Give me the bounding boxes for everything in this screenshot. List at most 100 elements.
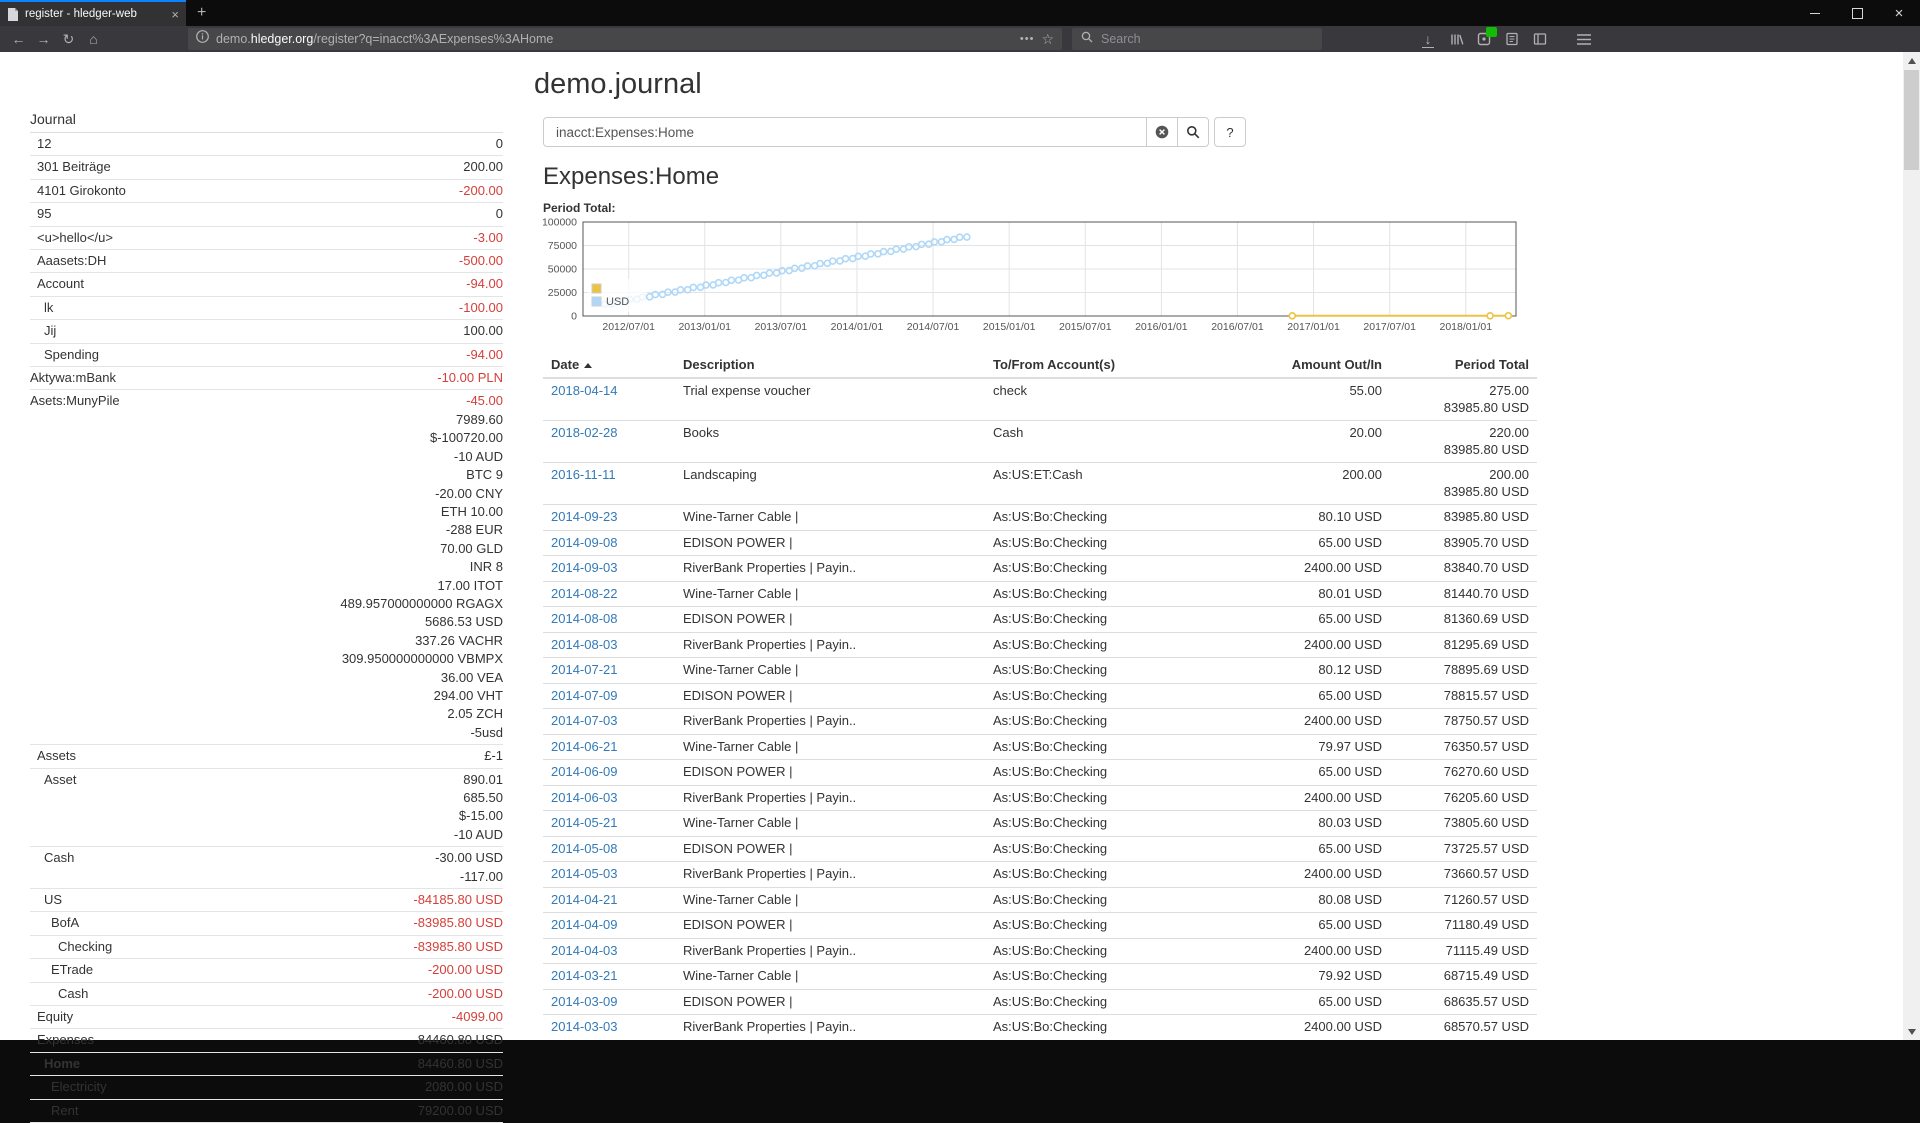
sidebar-account-link[interactable]: Equity (37, 1009, 74, 1025)
register-body: 2018-04-14 Trial expense voucher check 55.0… (543, 377, 1537, 1040)
description-cell: EDISON POWER | (675, 529, 985, 556)
date-link[interactable]: 2014-04-03 (551, 942, 618, 958)
account-balances: -3.00 (473, 229, 503, 247)
balance-amount: -200.00 USD (427, 985, 503, 1001)
date-link[interactable]: 2014-09-08 (551, 534, 618, 550)
date-link[interactable]: 2014-08-03 (551, 636, 618, 652)
help-button[interactable]: ? (1214, 117, 1246, 147)
sidebar-account-link[interactable]: lk (44, 299, 54, 315)
forward-button[interactable]: → (36, 31, 51, 47)
page-scrollbar[interactable] (1903, 52, 1920, 1040)
url-bar[interactable]: demo.hledger.org/register?q=inacct%3AExp… (188, 28, 1062, 50)
sidebar-account-link[interactable]: Spending (44, 346, 99, 362)
scrollbar-thumb[interactable] (1904, 70, 1919, 170)
date-cell: 2014-07-03 (543, 708, 675, 734)
new-tab-button[interactable]: + (197, 4, 207, 21)
window-close-button[interactable]: × (1894, 4, 1904, 22)
query-input[interactable] (543, 117, 1147, 147)
tab-title: register - hledger-web (25, 8, 137, 20)
date-link[interactable]: 2014-05-08 (551, 840, 618, 856)
date-link[interactable]: 2014-08-22 (551, 585, 618, 601)
date-link[interactable]: 2014-05-03 (551, 866, 618, 881)
date-link[interactable]: 2016-11-11 (551, 467, 616, 482)
sidebar-account-link[interactable]: Rent (51, 1102, 79, 1118)
sidebar-account-row: Home 84460.80 USD (30, 1053, 503, 1077)
date-link[interactable]: 2014-03-03 (551, 1019, 618, 1034)
page-actions-icon[interactable]: ••• (1019, 33, 1035, 45)
clear-query-button[interactable] (1146, 117, 1178, 147)
date-link[interactable]: 2014-07-21 (551, 662, 618, 677)
register-row: 2014-05-03 RiverBank Properties | Payin..… (543, 861, 1537, 887)
date-link[interactable]: 2014-04-09 (551, 917, 618, 932)
search-icon (1081, 30, 1093, 48)
sidebar-journal-link[interactable]: Journal (30, 108, 503, 133)
description-cell: EDISON POWER | (675, 759, 985, 785)
home-button[interactable]: ⌂ (89, 31, 98, 47)
date-link[interactable]: 2014-07-09 (551, 687, 618, 703)
svg-text:2014/01/01: 2014/01/01 (831, 321, 884, 333)
sidebar-account-link[interactable]: Jij (44, 323, 57, 339)
date-link[interactable]: 2018-04-14 (551, 383, 618, 398)
period-total-line: 81360.69 USD (1443, 611, 1529, 626)
download-icon[interactable]: ↓ (1418, 29, 1438, 49)
sidebar-account-link[interactable]: <u>hello</u> (37, 229, 113, 245)
site-info-icon[interactable] (196, 30, 209, 48)
sidebar-account-link[interactable]: Checking (58, 938, 113, 954)
sidebar-account-link[interactable]: Asets:MunyPile (30, 393, 120, 409)
reader-mode-icon[interactable] (1502, 29, 1522, 49)
library-icon[interactable] (1446, 29, 1466, 49)
sidebar-toggle-icon[interactable] (1530, 29, 1550, 49)
date-link[interactable]: 2014-08-08 (551, 611, 618, 626)
window-maximize-button[interactable] (1836, 0, 1878, 26)
date-link[interactable]: 2014-07-03 (551, 713, 618, 728)
amount-cell: 80.08 USD (1250, 886, 1390, 913)
sidebar-account-link[interactable]: US (44, 892, 63, 908)
account-balances: -200.00 USD (428, 985, 503, 1003)
date-link[interactable]: 2014-04-21 (551, 891, 618, 907)
sidebar-account-link[interactable]: Aaasets:DH (37, 253, 107, 269)
scrollbar-up-arrow[interactable] (1903, 52, 1920, 69)
date-link[interactable]: 2014-09-23 (551, 509, 618, 524)
sidebar-account-link[interactable]: Account (37, 276, 84, 292)
balance-amount: 489.957000000000 RGAGX (340, 595, 503, 611)
date-link[interactable]: 2014-05-21 (551, 815, 618, 830)
date-link[interactable]: 2014-03-21 (551, 968, 618, 983)
sidebar-account-link[interactable]: Assets (37, 748, 77, 764)
sidebar-account-link[interactable]: 95 (37, 206, 52, 222)
sidebar-account-link[interactable]: 12 (37, 136, 52, 151)
sidebar-account-link[interactable]: ETrade (51, 962, 94, 978)
sidebar-account-link[interactable]: Asset (44, 771, 77, 787)
browser-search-bar[interactable]: Search (1072, 28, 1322, 50)
date-link[interactable]: 2014-09-03 (551, 560, 618, 575)
tab-close-icon[interactable]: × (171, 6, 179, 22)
date-link[interactable]: 2014-06-03 (551, 789, 618, 805)
scrollbar-down-arrow[interactable] (1903, 1023, 1920, 1040)
sidebar-account-link[interactable]: Cash (44, 850, 75, 866)
reload-button[interactable]: ↻ (62, 30, 75, 47)
search-button[interactable] (1177, 117, 1209, 147)
balance-amount: -30.00 USD (435, 850, 503, 866)
extension-icon[interactable] (1474, 27, 1497, 49)
date-link[interactable]: 2018-02-28 (551, 425, 618, 440)
date-link[interactable]: 2014-06-09 (551, 764, 618, 779)
browser-tab[interactable]: register - hledger-web × (0, 0, 186, 26)
sidebar-account-link[interactable]: Cash (58, 985, 89, 1001)
sidebar-account-link[interactable]: Electricity (51, 1079, 107, 1095)
window-minimize-button[interactable] (1794, 0, 1836, 26)
back-button[interactable]: ← (11, 31, 26, 47)
date-link[interactable]: 2014-06-21 (551, 738, 618, 754)
register-column-header[interactable]: Date (543, 352, 675, 379)
sidebar-account-link[interactable]: 301 Beiträge (37, 159, 111, 175)
period-total-cell: 73660.57 USD (1390, 861, 1537, 887)
description-cell: Wine-Tarner Cable | (675, 963, 985, 989)
sidebar-account-link[interactable]: 4101 Girokonto (37, 182, 126, 198)
sidebar-account-link[interactable]: Home (44, 1055, 81, 1071)
account-heading: Expenses:Home (543, 163, 720, 190)
date-link[interactable]: 2014-03-09 (551, 993, 618, 1009)
sidebar-account-link[interactable]: BofA (51, 915, 80, 931)
bookmark-star-icon[interactable]: ☆ (1041, 30, 1054, 47)
period-total-line: 200.00 (1489, 467, 1529, 482)
period-total-line: 68570.57 USD (1443, 1019, 1529, 1034)
menu-icon[interactable] (1574, 29, 1594, 49)
sidebar-account-link[interactable]: Aktywa:mBank (30, 370, 116, 386)
